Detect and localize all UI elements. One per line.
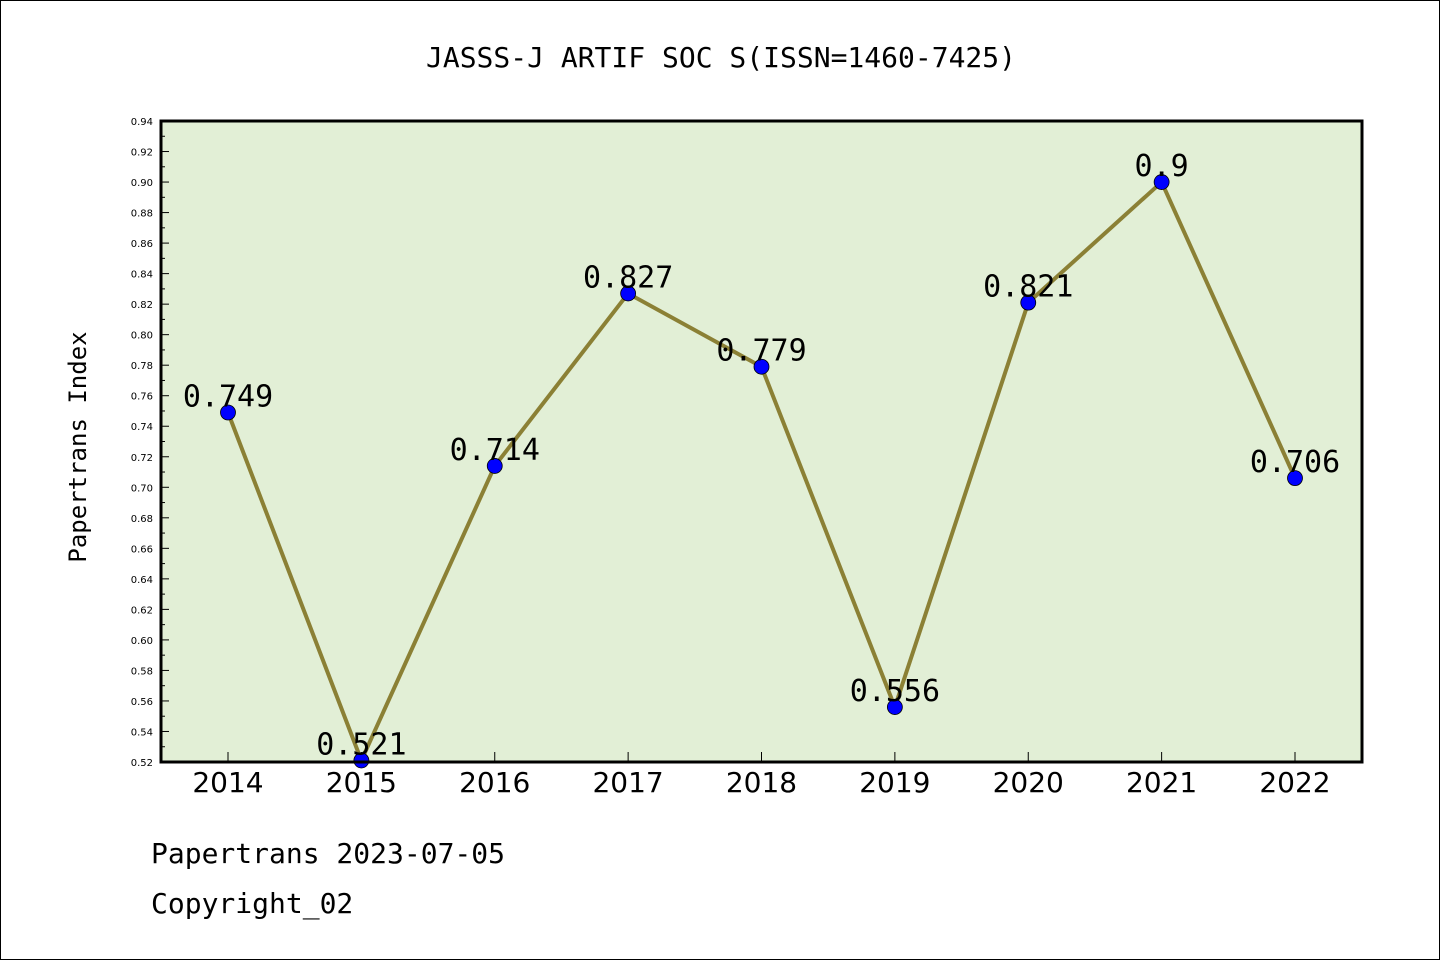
footer-date: Papertrans 2023-07-05 xyxy=(151,837,506,870)
y-axis-label: Papertrans Index xyxy=(64,331,92,562)
y-tick-label: 0.52 xyxy=(131,758,153,769)
plot-frame xyxy=(159,119,1364,764)
chart-title: JASSS-J ARTIF SOC S(ISSN=1460-7425) xyxy=(426,41,1016,74)
y-tick-label: 0.86 xyxy=(131,239,153,250)
data-label-2014: 0.749 xyxy=(183,380,273,415)
x-tick-label: 2021 xyxy=(1126,766,1197,799)
y-tick-label: 0.56 xyxy=(131,697,153,708)
y-axis: 0.52 0.54 0.56 0.58 0.60 0.62 0.64 0.66 0.68 0.70… xyxy=(131,117,169,769)
data-point-2022 xyxy=(1287,470,1303,487)
y-tick-label: 0.82 xyxy=(131,300,153,311)
data-label-2017: 0.827 xyxy=(583,260,673,295)
data-point-2017 xyxy=(620,285,637,302)
data-point-2018 xyxy=(753,358,770,375)
data-label-2020: 0.821 xyxy=(983,270,1073,305)
x-tick-label: 2016 xyxy=(459,766,530,799)
data-label-2021: 0.9 xyxy=(1135,149,1189,184)
x-tick-label: 2018 xyxy=(726,766,797,799)
y-tick-label: 0.60 xyxy=(131,636,153,647)
y-tick-label: 0.72 xyxy=(131,453,153,464)
data-point-2015 xyxy=(353,752,370,769)
plot-area xyxy=(161,121,1362,762)
y-tick-label: 0.92 xyxy=(131,148,153,159)
y-tick-label: 0.70 xyxy=(131,483,153,494)
y-tick-label: 0.62 xyxy=(131,605,153,616)
y-tick-label: 0.66 xyxy=(131,544,153,555)
data-point-2020 xyxy=(1020,294,1037,311)
x-tick-label: 2014 xyxy=(192,766,263,799)
y-tick-label: 0.84 xyxy=(131,270,153,281)
data-point-2016 xyxy=(486,458,503,474)
data-label-2015: 0.521 xyxy=(316,727,406,762)
data-label-2019: 0.556 xyxy=(850,674,940,709)
series: 0.749 0.521 0.714 0.827 0.779 0.556 0.821 0.9 0.… xyxy=(183,149,1340,769)
y-tick-label: 0.90 xyxy=(131,178,153,189)
y-tick-label: 0.80 xyxy=(131,331,153,342)
x-axis: 2014 2015 2016 2017 2018 2019 2020 2021 2022 xyxy=(192,752,1331,799)
y-tick-label: 0.58 xyxy=(131,666,153,677)
data-label-2018: 0.779 xyxy=(716,334,806,369)
data-label-2022: 0.706 xyxy=(1250,445,1340,480)
y-tick-label: 0.54 xyxy=(131,727,153,738)
y-tick-label: 0.76 xyxy=(131,392,153,403)
y-tick-label: 0.88 xyxy=(131,209,153,220)
x-tick-label: 2022 xyxy=(1259,766,1330,799)
y-tick-label: 0.74 xyxy=(131,422,153,433)
y-tick-label: 0.78 xyxy=(131,361,153,372)
data-point-2021 xyxy=(1153,174,1170,190)
y-tick-label: 0.64 xyxy=(131,575,153,586)
x-tick-label: 2019 xyxy=(859,766,930,799)
y-tick-label: 0.94 xyxy=(131,117,153,128)
x-tick-label: 2020 xyxy=(993,766,1064,799)
x-tick-label: 2015 xyxy=(326,766,397,799)
footer-copyright: Copyright_02 xyxy=(151,887,354,920)
x-tick-label: 2017 xyxy=(592,766,663,799)
y-tick-label: 0.68 xyxy=(131,514,153,525)
data-label-2016: 0.714 xyxy=(450,433,540,468)
data-point-2019 xyxy=(886,699,903,715)
data-point-2014 xyxy=(220,404,236,421)
